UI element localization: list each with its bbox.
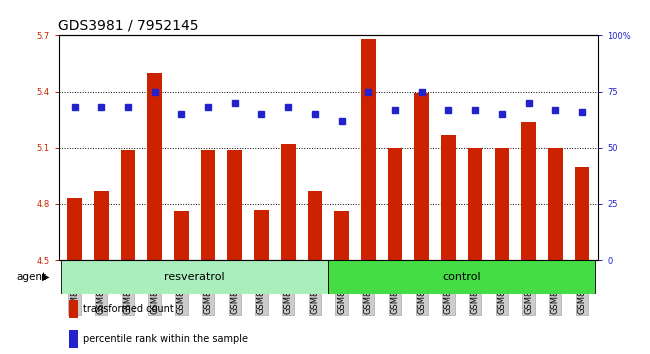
Bar: [334, 211, 349, 260]
Text: resveratrol: resveratrol: [164, 272, 225, 282]
Bar: [361, 39, 376, 260]
Bar: [575, 166, 590, 260]
Bar: [201, 150, 215, 260]
Bar: [121, 150, 135, 260]
Bar: [148, 73, 162, 260]
Text: control: control: [443, 272, 481, 282]
Bar: [328, 260, 595, 294]
Bar: [387, 148, 402, 260]
Text: GDS3981 / 7952145: GDS3981 / 7952145: [58, 19, 199, 33]
Bar: [548, 148, 563, 260]
Bar: [468, 148, 482, 260]
Bar: [521, 121, 536, 260]
Bar: [70, 330, 78, 348]
Text: percentile rank within the sample: percentile rank within the sample: [83, 334, 248, 344]
Text: agent: agent: [16, 272, 46, 282]
Bar: [415, 93, 429, 260]
Bar: [254, 210, 269, 260]
Bar: [67, 198, 82, 260]
Bar: [495, 148, 509, 260]
Bar: [441, 135, 456, 260]
Bar: [174, 211, 188, 260]
Bar: [227, 150, 242, 260]
Text: ▶: ▶: [42, 272, 50, 282]
Bar: [61, 260, 328, 294]
Text: transformed count: transformed count: [83, 304, 174, 314]
Bar: [307, 191, 322, 260]
Bar: [70, 300, 78, 318]
Bar: [94, 191, 109, 260]
Bar: [281, 144, 296, 260]
